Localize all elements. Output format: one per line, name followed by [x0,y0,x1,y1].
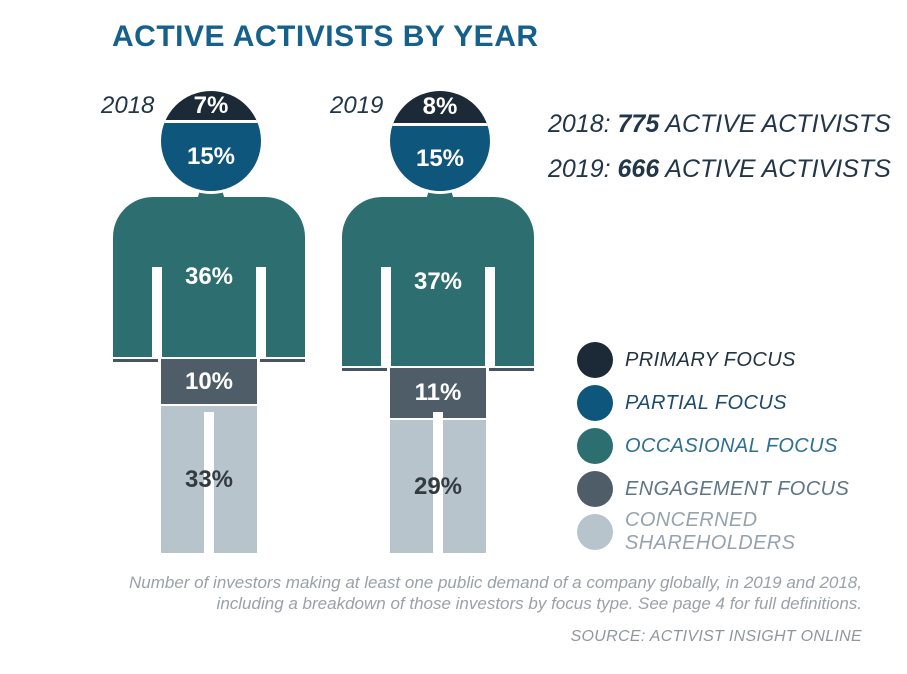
person-figure-2018: 2018 7% 15% 36% 10% 33% [101,88,311,558]
percent-label: 15% [415,144,465,172]
arm-gap-left [152,267,162,357]
segment-primary-focus: 8% [390,91,490,126]
legend-row: PARTIAL FOCUS [577,385,907,421]
person-body-2019: 37% 11% 29% [342,197,534,553]
total-2018: 2018: 775 ACTIVE ACTIVISTS [548,110,891,139]
percent-label: 36% [184,263,234,290]
total-year: 2019: [548,155,611,183]
person-figure-2019: 2019 8% 15% 37% 11% 29% [330,88,540,558]
legend-label: ENGAGEMENT FOCUS [625,477,850,500]
legend-label: PARTIAL FOCUS [625,391,787,414]
arm-end-line-right [260,359,305,362]
total-number: 775 [617,110,660,138]
legend-row: OCCASIONAL FOCUS [577,428,907,464]
segment-partial-focus: 15% [161,123,261,191]
total-suffix: ACTIVE ACTIVISTS [665,155,891,183]
arm-gap-right [256,267,266,357]
percent-label: 33% [184,465,234,493]
arm-end-line-left [342,368,387,371]
segment-engagement-focus: 11% [390,368,486,418]
segment-concerned-shareholders: 33% [161,406,257,553]
segment-partial-focus: 15% [390,126,490,191]
arm-end-line-right [489,368,534,371]
legend-row: PRIMARY FOCUS [577,342,907,378]
legend-row: ENGAGEMENT FOCUS [577,471,907,507]
arm-gap-left [381,267,391,366]
year-label-2019: 2019 [330,92,384,119]
segment-primary-focus: 7% [161,91,261,123]
legend-dot-engagement-focus [577,471,613,507]
legend-dot-concerned-shareholders [577,514,613,550]
segment-concerned-shareholders: 29% [390,420,486,553]
page-title: ACTIVE ACTIVISTS BY YEAR [112,20,539,53]
year-label-2018: 2018 [101,92,155,119]
legend-row: CONCERNED SHAREHOLDERS [577,509,907,554]
person-body-2018: 36% 10% 33% [113,197,305,553]
source-note: SOURCE: ACTIVIST INSIGHT ONLINE [570,628,862,645]
person-head-2019: 8% 15% [387,88,493,194]
percent-label: 7% [193,91,229,119]
segment-engagement-focus: 10% [161,359,257,404]
legend: PRIMARY FOCUS PARTIAL FOCUS OCCASIONAL F… [577,342,907,557]
person-head-2018: 7% 15% [158,88,264,194]
segment-occasional-focus: 36% [113,197,305,362]
percent-label: 37% [413,267,463,295]
chart-caption: Number of investors making at least one … [92,572,862,615]
percent-label: 10% [184,367,234,395]
legend-label: OCCASIONAL FOCUS [625,434,838,457]
legend-label: CONCERNED SHAREHOLDERS [625,509,796,554]
percent-label: 29% [413,472,463,500]
percent-label: 11% [414,379,462,406]
totals-block: 2018: 775 ACTIVE ACTIVISTS 2019: 666 ACT… [548,110,891,200]
segment-occasional-focus: 37% [342,197,534,371]
caption-line-2: including a breakdown of those investors… [216,594,862,614]
total-suffix: ACTIVE ACTIVISTS [665,110,891,138]
caption-line-1: Number of investors making at least one … [128,573,862,592]
leg-divider [204,412,214,553]
legend-label: PRIMARY FOCUS [625,348,796,371]
legend-dot-partial-focus [577,385,613,421]
leg-divider-notch [433,412,443,418]
legend-dot-occasional-focus [577,428,613,464]
percent-label: 15% [186,143,236,170]
legend-dot-primary-focus [577,342,613,378]
total-2019: 2019: 666 ACTIVE ACTIVISTS [548,155,891,184]
total-number: 666 [617,155,660,183]
arm-gap-right [485,267,495,366]
total-year: 2018: [548,110,611,138]
arm-end-line-left [113,359,158,362]
percent-label: 8% [422,93,458,120]
leg-divider [433,420,443,553]
